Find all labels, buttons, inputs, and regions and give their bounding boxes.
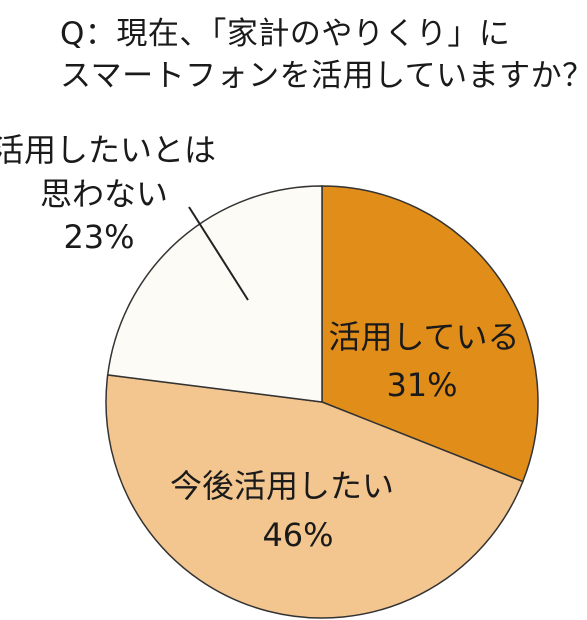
slice-label-omowanai-line-1: 活用したいとは — [0, 131, 216, 169]
slice-label-omowanai-line-2: 思わない — [40, 175, 168, 213]
pie-slices — [105, 185, 539, 619]
slice-label-katsuyou-shiteiru: 活用している — [328, 318, 519, 356]
slice-label-kongo-katsuyou-shitai: 今後活用したい — [170, 467, 394, 505]
chart-title-line-2: スマートフォンを活用していますか？ — [60, 58, 587, 94]
slice-kongo-katsuyou-shitai — [105, 374, 524, 619]
slice-value-kongo-katsuyou-shitai: 46% — [262, 516, 333, 554]
chart-title-line-1: Q：現在、「家計のやりくり」に — [60, 16, 511, 52]
pie-labels: 活用している 31% 今後活用したい 46% 活用したいとは 思わない 23% — [0, 131, 520, 554]
slice-omowanai — [106, 185, 323, 403]
slice-katsuyou-shiteiru — [321, 185, 539, 483]
slice-value-katsuyou-shiteiru: 31% — [386, 366, 457, 404]
slice-value-omowanai: 23% — [63, 218, 134, 256]
leader-line — [188, 206, 249, 301]
